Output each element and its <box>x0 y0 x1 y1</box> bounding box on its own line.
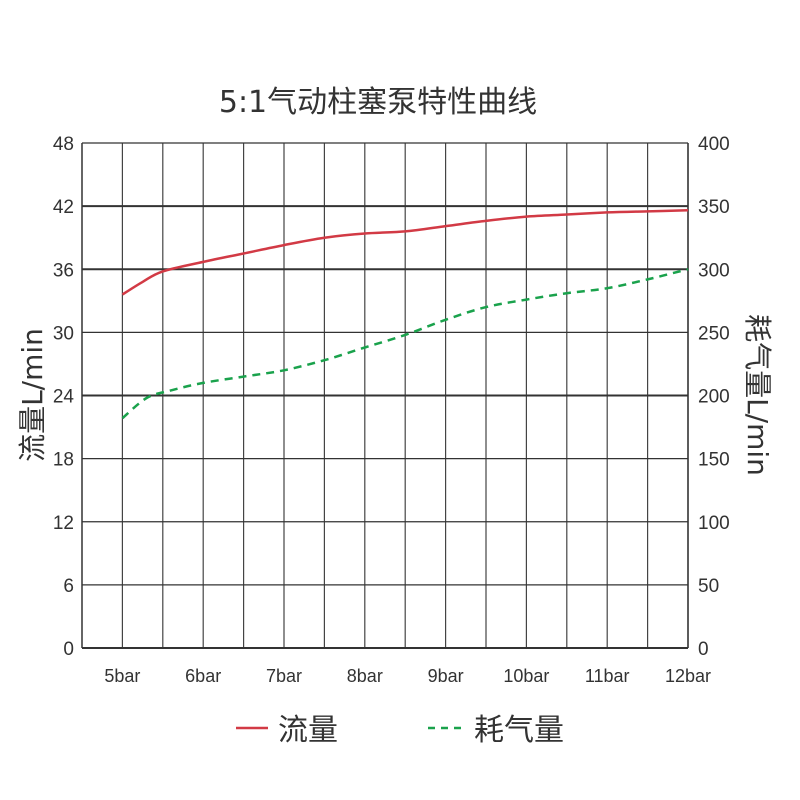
legend: 流量 耗气量 <box>236 713 564 748</box>
series-lines <box>121 209 689 420</box>
x-tick-label: 6bar <box>185 666 221 686</box>
right-y-tick-label: 0 <box>698 639 709 660</box>
right-y-tick-label: 150 <box>698 450 730 471</box>
right-y-tick-label: 50 <box>698 576 719 597</box>
x-axis-ticks: 5bar 6bar 7bar 8bar 9bar 10bar 11bar 12bar <box>104 666 711 686</box>
grid <box>81 142 689 649</box>
series-line-air-consumption <box>121 268 689 420</box>
x-tick-label: 7bar <box>266 666 302 686</box>
legend-label-flow: 流量 <box>278 713 338 748</box>
x-tick-label: 5bar <box>104 666 140 686</box>
x-tick-label: 10bar <box>503 666 549 686</box>
right-y-tick-label: 100 <box>698 513 730 534</box>
left-y-tick-label: 30 <box>53 323 74 344</box>
left-y-tick-label: 18 <box>53 450 74 471</box>
x-tick-label: 12bar <box>665 666 711 686</box>
left-y-tick-label: 12 <box>53 513 74 534</box>
right-y-tick-label: 400 <box>698 134 730 155</box>
left-y-tick-label: 6 <box>63 576 74 597</box>
left-y-tick-label: 0 <box>63 639 74 660</box>
legend-label-air-consumption: 耗气量 <box>474 713 564 748</box>
right-y-tick-label: 250 <box>698 323 730 344</box>
left-y-tick-label: 42 <box>53 197 74 218</box>
left-y-tick-label: 48 <box>53 134 74 155</box>
right-y-tick-label: 300 <box>698 260 730 281</box>
x-tick-label: 9bar <box>428 666 464 686</box>
x-tick-label: 11bar <box>585 666 630 686</box>
left-y-axis-ticks: 0 6 12 18 24 30 36 42 48 <box>53 134 75 660</box>
right-y-tick-label: 350 <box>698 197 730 218</box>
right-y-axis-label: 耗气量L/min <box>741 314 774 476</box>
right-y-axis-ticks: 0 50 100 150 200 250 300 350 400 <box>698 134 730 660</box>
x-tick-label: 8bar <box>347 666 383 686</box>
chart-title: 5:1气动柱塞泵特性曲线 <box>219 85 537 120</box>
right-y-tick-label: 200 <box>698 387 730 408</box>
left-y-tick-label: 36 <box>53 260 74 281</box>
series-line-flow <box>121 209 689 296</box>
left-y-tick-label: 24 <box>53 387 75 408</box>
left-y-axis-label: 流量L/min <box>16 328 49 462</box>
